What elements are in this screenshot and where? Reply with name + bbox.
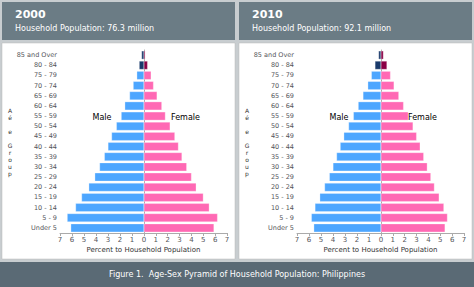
svg-text:Figure 1. Age-Sex Pyramid of: Figure 1. Age-Sex Pyramid of Household P… bbox=[109, 270, 365, 279]
svg-text:25 - 29: 25 - 29 bbox=[34, 173, 57, 181]
svg-text:3: 3 bbox=[177, 236, 181, 244]
svg-text:Under 5: Under 5 bbox=[268, 224, 294, 232]
svg-text:7: 7 bbox=[462, 236, 466, 244]
svg-text:50 - 54: 50 - 54 bbox=[271, 122, 294, 130]
svg-text:4: 4 bbox=[189, 236, 194, 244]
svg-text:Percent to Household Populatio: Percent to Household Population bbox=[324, 246, 438, 254]
svg-text:p: p bbox=[8, 170, 12, 178]
svg-text:Household Population: 76.3 mil: Household Population: 76.3 million bbox=[15, 24, 154, 33]
svg-text:5: 5 bbox=[201, 236, 205, 244]
svg-text:1: 1 bbox=[391, 236, 395, 244]
svg-text:5 - 9: 5 - 9 bbox=[279, 214, 294, 222]
svg-text:é: é bbox=[8, 114, 12, 121]
svg-text:7: 7 bbox=[225, 236, 229, 244]
svg-text:5 - 9: 5 - 9 bbox=[42, 214, 57, 222]
svg-text:7: 7 bbox=[58, 236, 62, 244]
svg-text:60 - 64: 60 - 64 bbox=[34, 102, 57, 110]
svg-text:10 - 14: 10 - 14 bbox=[34, 204, 57, 212]
svg-text:A: A bbox=[245, 107, 250, 114]
svg-text:Percent to Household Populatio: Percent to Household Population bbox=[87, 246, 201, 254]
svg-text:2000: 2000 bbox=[15, 8, 46, 21]
svg-text:80 - 84: 80 - 84 bbox=[271, 61, 294, 69]
svg-text:35 - 39: 35 - 39 bbox=[271, 153, 294, 161]
svg-text:é: é bbox=[245, 114, 249, 121]
svg-text:1: 1 bbox=[154, 236, 158, 244]
svg-text:5: 5 bbox=[438, 236, 442, 244]
svg-text:o: o bbox=[8, 156, 12, 163]
svg-text:15 - 19: 15 - 19 bbox=[271, 193, 294, 201]
svg-text:25 - 29: 25 - 29 bbox=[271, 173, 294, 181]
svg-text:e: e bbox=[245, 128, 249, 135]
svg-text:e: e bbox=[8, 128, 12, 135]
svg-text:30 - 34: 30 - 34 bbox=[271, 163, 294, 171]
svg-text:65 - 69: 65 - 69 bbox=[271, 92, 294, 100]
svg-text:85 and Over: 85 and Over bbox=[17, 51, 58, 59]
svg-text:15 - 19: 15 - 19 bbox=[34, 193, 57, 201]
svg-text:u: u bbox=[245, 163, 249, 170]
svg-text:70 - 74: 70 - 74 bbox=[34, 82, 57, 90]
svg-text:G: G bbox=[8, 142, 13, 149]
svg-text:6: 6 bbox=[450, 236, 455, 244]
svg-text:0: 0 bbox=[142, 236, 146, 244]
svg-text:1: 1 bbox=[130, 236, 134, 244]
svg-text:35 - 39: 35 - 39 bbox=[34, 153, 57, 161]
svg-text:p: p bbox=[245, 170, 249, 178]
svg-text:2: 2 bbox=[165, 236, 169, 244]
svg-text:0: 0 bbox=[379, 236, 383, 244]
svg-text:45 - 49: 45 - 49 bbox=[34, 132, 57, 140]
svg-text:80 - 84: 80 - 84 bbox=[34, 61, 57, 69]
svg-text:A: A bbox=[8, 107, 13, 114]
svg-text:1: 1 bbox=[367, 236, 371, 244]
svg-text:6: 6 bbox=[213, 236, 218, 244]
svg-text:Household Population: 92.1 mil: Household Population: 92.1 million bbox=[252, 24, 391, 33]
svg-text:r: r bbox=[246, 149, 249, 156]
svg-text:Male: Male bbox=[93, 113, 112, 122]
svg-text:3: 3 bbox=[106, 236, 110, 244]
svg-text:2: 2 bbox=[118, 236, 122, 244]
svg-text:Under 5: Under 5 bbox=[31, 224, 57, 232]
svg-text:6: 6 bbox=[307, 236, 312, 244]
svg-text:3: 3 bbox=[343, 236, 347, 244]
svg-text:o: o bbox=[245, 156, 249, 163]
svg-text:Female: Female bbox=[408, 113, 437, 122]
svg-text:4: 4 bbox=[331, 236, 336, 244]
svg-text:5: 5 bbox=[82, 236, 86, 244]
svg-text:55 - 59: 55 - 59 bbox=[271, 112, 294, 120]
svg-text:2: 2 bbox=[355, 236, 359, 244]
svg-text:20 - 24: 20 - 24 bbox=[271, 183, 294, 191]
svg-text:3: 3 bbox=[414, 236, 418, 244]
svg-text:10 - 14: 10 - 14 bbox=[271, 204, 294, 212]
svg-text:75 - 79: 75 - 79 bbox=[271, 71, 294, 79]
svg-text:65 - 69: 65 - 69 bbox=[34, 92, 57, 100]
svg-text:Female: Female bbox=[171, 113, 200, 122]
svg-text:40 - 44: 40 - 44 bbox=[34, 143, 57, 151]
svg-text:20 - 24: 20 - 24 bbox=[34, 183, 57, 191]
svg-text:45 - 49: 45 - 49 bbox=[271, 132, 294, 140]
svg-text:4: 4 bbox=[426, 236, 431, 244]
svg-text:G: G bbox=[245, 142, 250, 149]
svg-text:7: 7 bbox=[295, 236, 299, 244]
svg-text:2010: 2010 bbox=[252, 8, 283, 21]
svg-text:50 - 54: 50 - 54 bbox=[34, 122, 57, 130]
svg-text:r: r bbox=[9, 149, 12, 156]
svg-text:85 and Over: 85 and Over bbox=[254, 51, 295, 59]
svg-text:6: 6 bbox=[70, 236, 75, 244]
svg-text:30 - 34: 30 - 34 bbox=[34, 163, 57, 171]
svg-text:75 - 79: 75 - 79 bbox=[34, 71, 57, 79]
svg-text:Male: Male bbox=[330, 113, 349, 122]
svg-text:60 - 64: 60 - 64 bbox=[271, 102, 294, 110]
svg-text:2: 2 bbox=[402, 236, 406, 244]
svg-text:5: 5 bbox=[319, 236, 323, 244]
svg-text:40 - 44: 40 - 44 bbox=[271, 143, 294, 151]
svg-text:55 - 59: 55 - 59 bbox=[34, 112, 57, 120]
svg-text:70 - 74: 70 - 74 bbox=[271, 82, 294, 90]
svg-text:u: u bbox=[8, 163, 12, 170]
svg-text:4: 4 bbox=[94, 236, 99, 244]
